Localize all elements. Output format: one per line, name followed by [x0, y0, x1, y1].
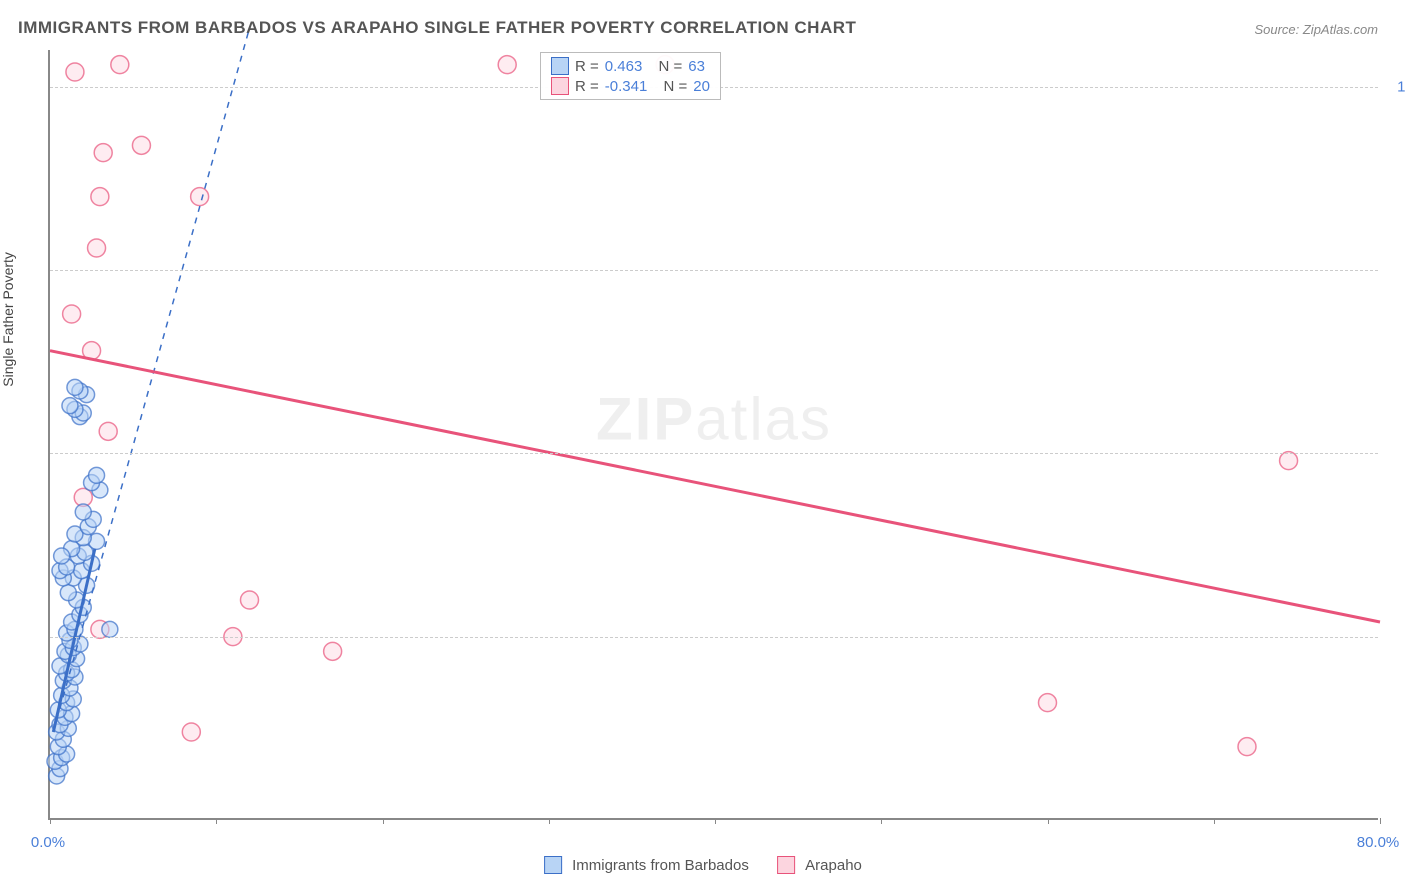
y-axis-label: Single Father Poverty: [0, 252, 16, 387]
chart-title: IMMIGRANTS FROM BARBADOS VS ARAPAHO SING…: [18, 18, 856, 38]
legend-swatch-barbados-bottom: [544, 856, 562, 874]
x-tick: [715, 818, 716, 824]
gridline-h: [50, 270, 1378, 271]
n-value-arapaho: 20: [693, 78, 710, 95]
legend-swatch-arapaho: [551, 77, 569, 95]
r-value-arapaho: -0.341: [605, 78, 648, 95]
x-tick: [50, 818, 51, 824]
legend-swatch-arapaho-bottom: [777, 856, 795, 874]
x-tick: [383, 818, 384, 824]
y-tick-label: 100.0%: [1388, 78, 1406, 95]
y-tick-label: 25.0%: [1388, 628, 1406, 645]
x-tick-label: 80.0%: [1357, 834, 1400, 851]
x-tick: [1048, 818, 1049, 824]
y-tick-label: 75.0%: [1388, 262, 1406, 279]
x-tick: [1214, 818, 1215, 824]
correlation-legend: R = 0.463 N = 63 R = -0.341 N = 20: [540, 52, 721, 100]
gridline-h: [50, 453, 1378, 454]
legend-row-arapaho: R = -0.341 N = 20: [551, 77, 710, 95]
plot-area: ZIPatlas 25.0%50.0%75.0%100.0%: [48, 50, 1378, 820]
x-tick-label: 0.0%: [31, 834, 65, 851]
y-tick-label: 50.0%: [1388, 445, 1406, 462]
x-tick: [549, 818, 550, 824]
correlation-chart: IMMIGRANTS FROM BARBADOS VS ARAPAHO SING…: [0, 0, 1406, 892]
x-tick: [216, 818, 217, 824]
legend-row-barbados: R = 0.463 N = 63: [551, 57, 710, 75]
legend-label-arapaho: Arapaho: [805, 857, 862, 874]
plot-svg: [50, 50, 1378, 818]
x-tick: [881, 818, 882, 824]
series-legend: Immigrants from Barbados Arapaho: [544, 856, 862, 874]
legend-label-barbados: Immigrants from Barbados: [572, 857, 749, 874]
n-value-barbados: 63: [688, 58, 705, 75]
source-label: Source: ZipAtlas.com: [1254, 22, 1378, 37]
r-value-barbados: 0.463: [605, 58, 643, 75]
gridline-h: [50, 637, 1378, 638]
x-tick: [1380, 818, 1381, 824]
legend-swatch-barbados: [551, 57, 569, 75]
